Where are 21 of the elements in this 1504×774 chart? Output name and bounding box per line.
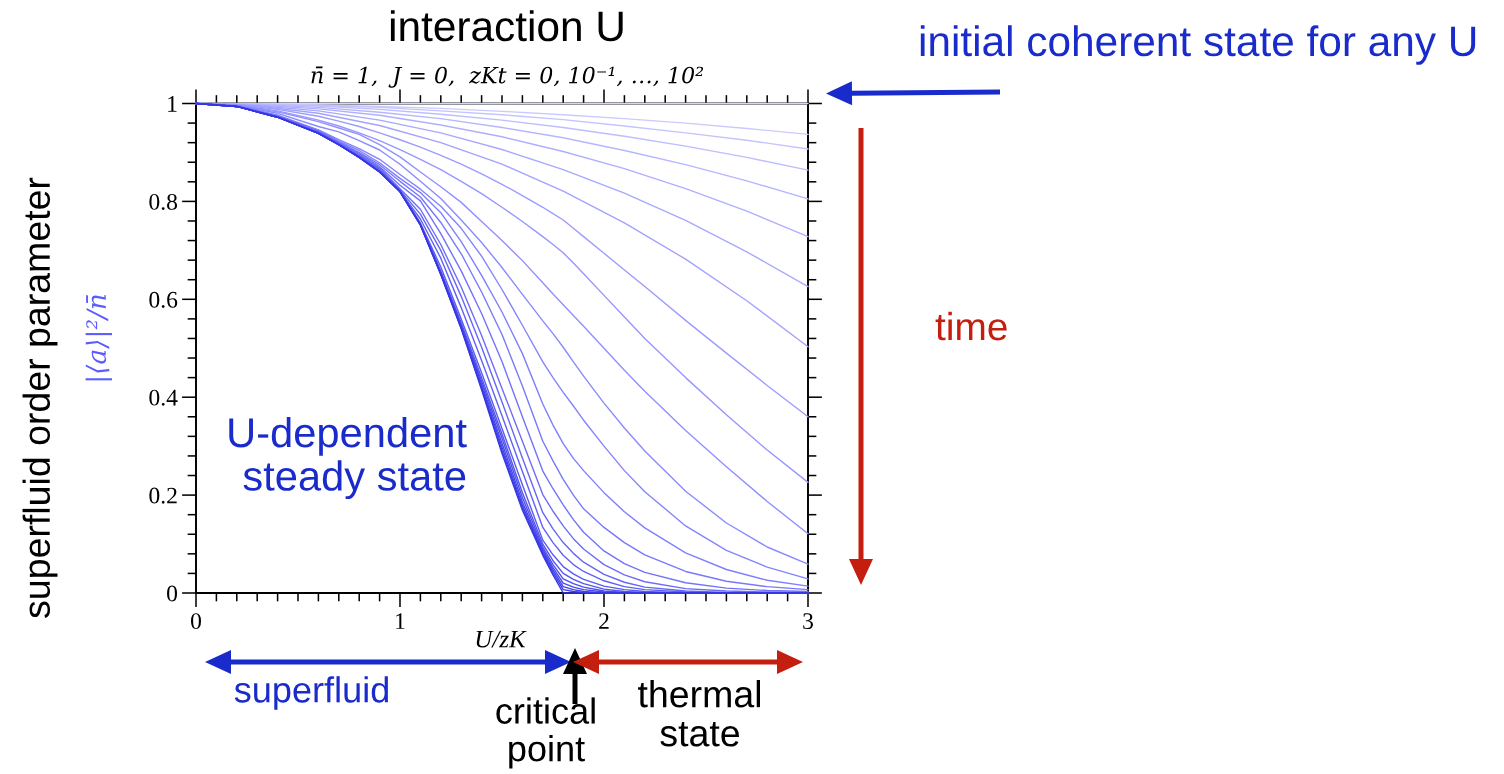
text: critical point: [496, 697, 595, 769]
y-tick-label: 0.8: [149, 193, 178, 210]
x-tick-label: 1: [396, 613, 405, 629]
x-tick-label: 0: [191, 613, 201, 630]
x-tick-label: 3: [803, 613, 813, 630]
y-tick-label: 0.2: [149, 487, 177, 504]
x-tick-label: 2: [599, 613, 609, 629]
text: superfluid: [234, 676, 388, 710]
y-tick-label: 0.6: [149, 291, 178, 308]
text: superfluid order parameter: [22, 177, 58, 618]
chart-subtitle: n̄ = 1, J = 0, zKt = 0, 10⁻¹, …, 10²: [311, 66, 704, 88]
text: time: [935, 311, 1007, 341]
y-tick-label: 0: [167, 585, 178, 602]
annotation: U-dependent steady state: [229, 416, 467, 500]
chart-title: interaction U: [390, 10, 623, 42]
x-axis-title: U/zK: [476, 630, 527, 648]
y-axis-title: |⟨a⟩|²/n̄: [85, 295, 112, 381]
annotation: initial coherent state for any U: [920, 25, 1476, 65]
y-tick-label: 1: [168, 96, 177, 112]
y-tick-label: 0.4: [149, 389, 178, 406]
text: thermal state: [638, 680, 761, 747]
